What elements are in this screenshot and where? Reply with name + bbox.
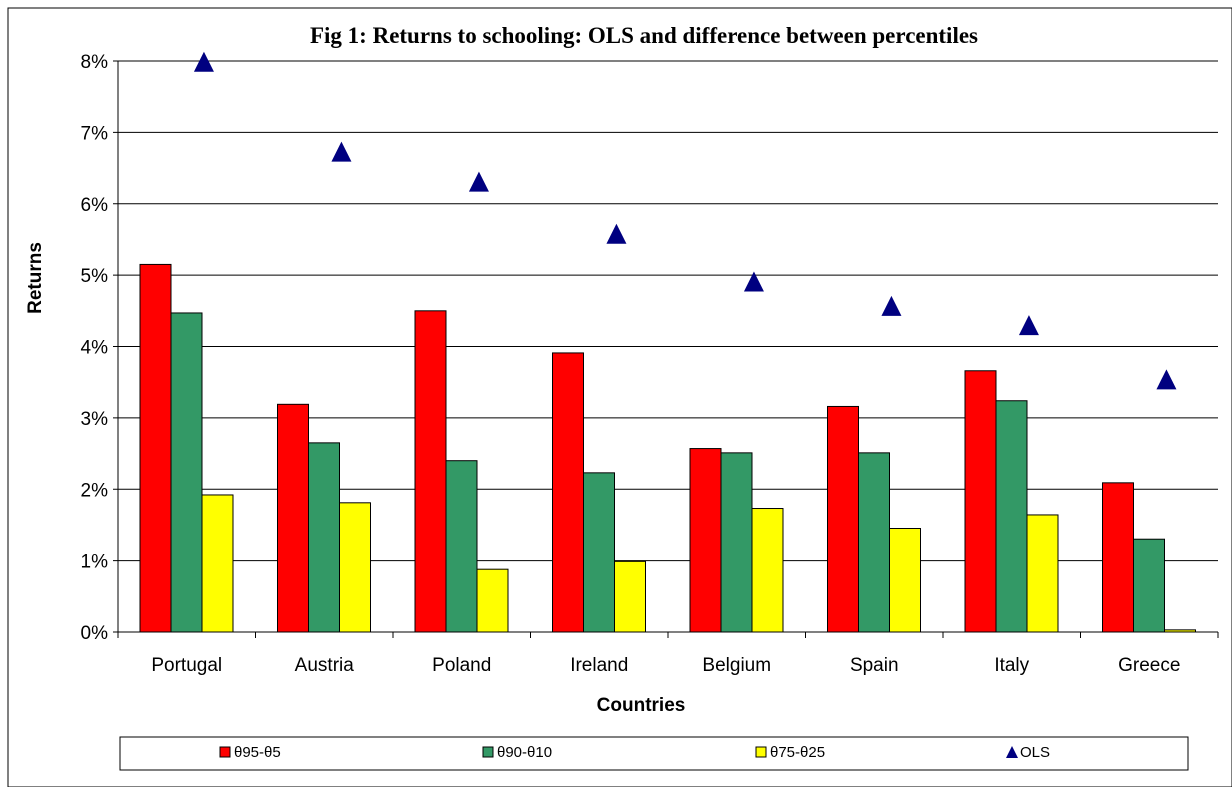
y-tick-label: 2%: [81, 480, 109, 501]
y-tick-label: 1%: [81, 552, 109, 573]
legend-swatch-3: [1006, 746, 1018, 758]
bar-poland-0: [414, 310, 447, 633]
bar-belgium-0: [689, 448, 722, 633]
x-tick-label-belgium: Belgium: [702, 655, 771, 676]
chart-border: [7, 7, 1232, 787]
legend-swatch-2: [755, 746, 767, 758]
bar-spain-2: [889, 528, 921, 633]
x-tick-label-ireland: Ireland: [570, 655, 628, 676]
ols-marker-italy: [1018, 315, 1039, 336]
y-tick-label: 8%: [81, 52, 109, 73]
chart-title: Fig 1: Returns to schooling: OLS and dif…: [310, 23, 978, 48]
bar-spain-0: [827, 405, 859, 633]
legend-label-3: OLS: [1020, 744, 1050, 761]
x-tick-label-portugal: Portugal: [151, 655, 222, 676]
legend-label-1: θ90-θ10: [497, 744, 552, 761]
legend-swatch-1: [482, 746, 494, 758]
ols-marker-greece: [1156, 369, 1177, 390]
bar-italy-2: [1026, 514, 1059, 633]
x-tick-label-poland: Poland: [432, 655, 491, 676]
bar-belgium-2: [751, 508, 784, 633]
legend-label-0: θ95-θ5: [234, 744, 281, 761]
bars: [139, 263, 1196, 633]
ols-marker-austria: [331, 141, 352, 162]
bar-greece-0: [1102, 482, 1134, 633]
legend-label-2: θ75-θ25: [770, 744, 825, 761]
y-tick-label: 5%: [81, 266, 109, 287]
y-tick-label: 4%: [81, 338, 109, 359]
legend: θ95-θ5 θ90-θ10 θ75-θ25 OLS: [119, 736, 1189, 771]
x-tick-label-italy: Italy: [994, 655, 1029, 676]
y-axis-title: Returns: [25, 242, 46, 314]
y-tick-label: 7%: [81, 123, 109, 144]
x-tick-label-greece: Greece: [1118, 655, 1180, 676]
ols-marker-spain: [881, 295, 902, 316]
bar-poland-1: [445, 460, 478, 633]
x-tick-label-spain: Spain: [850, 655, 899, 676]
bar-austria-2: [339, 502, 371, 633]
bar-italy-0: [964, 370, 997, 633]
bar-portugal-0: [139, 263, 172, 633]
y-tick-label: 0%: [81, 623, 109, 644]
bar-poland-2: [476, 568, 509, 633]
bar-spain-1: [858, 452, 890, 633]
bar-portugal-1: [170, 312, 203, 633]
ols-marker-ireland: [606, 223, 627, 244]
ols-marker-portugal: [193, 51, 214, 72]
bar-ireland-0: [552, 352, 584, 633]
y-tick-label: 6%: [81, 195, 109, 216]
legend-swatch-0: [219, 746, 231, 758]
ols-marker-poland: [468, 171, 489, 192]
bar-belgium-1: [720, 452, 753, 633]
bar-greece-1: [1133, 538, 1165, 633]
bar-austria-1: [308, 442, 340, 633]
y-tick-label: 3%: [81, 409, 109, 430]
bar-ireland-2: [614, 560, 646, 633]
bar-austria-0: [277, 403, 309, 633]
x-axis-ticks: Portugal Austria Poland Ireland Belgium Spain…: [117, 632, 1219, 676]
y-axis-ticks: 0% 1% 2% 3% 4% 5% 6% 7% 8%: [81, 52, 118, 644]
ols-marker-belgium: [743, 271, 764, 292]
bar-italy-1: [995, 400, 1028, 633]
ols-markers: [193, 51, 1177, 390]
bar-ireland-1: [583, 472, 615, 633]
x-tick-label-austria: Austria: [295, 655, 355, 676]
x-axis-title: Countries: [597, 695, 686, 716]
bar-portugal-2: [201, 494, 234, 633]
